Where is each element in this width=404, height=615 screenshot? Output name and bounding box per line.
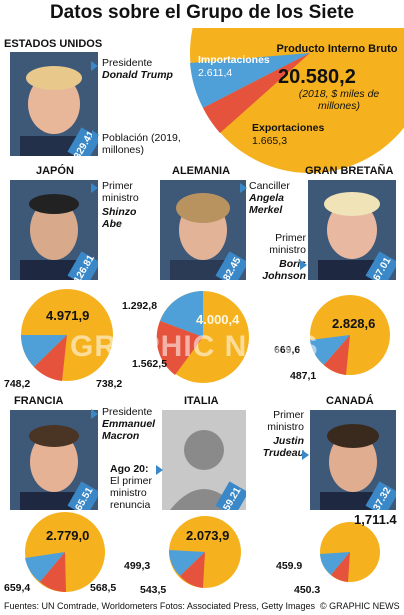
page-title: Datos sobre el Grupo de los Siete (49, 2, 355, 23)
italy-note: El primer ministro renuncia (110, 475, 153, 511)
photo-merkel: 82.45 (160, 180, 246, 280)
photo-trudeau: 37.32 (310, 410, 396, 510)
row2-pies (21, 289, 390, 383)
photo-macron: 65.51 (10, 410, 98, 510)
country-italy: ITALIA (184, 395, 219, 407)
pointer-icon (300, 260, 307, 270)
row3-pies (25, 512, 380, 592)
gdp-label: Producto Interno Bruto (276, 43, 398, 55)
country-usa: ESTADOS UNIDOS (4, 38, 103, 50)
france-exports: 568,5 (90, 582, 117, 594)
germany-role: Canciller (249, 180, 290, 192)
country-france: FRANCIA (14, 395, 64, 407)
pointer-icon (91, 183, 98, 193)
pointer-icon (92, 130, 99, 140)
germany-imports: 1.292,8 (122, 300, 158, 312)
country-japan: JAPÓN (36, 165, 74, 177)
france-imports: 659,4 (4, 582, 31, 594)
canada-leader: Justin Trudeau (262, 435, 304, 459)
credit: © GRAPHIC NEWS (320, 601, 400, 611)
pointer-icon (91, 61, 98, 71)
germany-exports: 1.562,5 (132, 358, 168, 370)
japan-exports: 738,2 (96, 378, 123, 390)
photo-abe: 126.81 (10, 180, 98, 280)
canada-pie (320, 522, 380, 582)
pointer-icon (302, 450, 309, 460)
france-pie (25, 512, 105, 592)
usa-role: Presidente (102, 57, 153, 69)
country-germany: ALEMANIA (172, 165, 231, 177)
france-role: Presidente (102, 406, 153, 418)
uk-leader: Boris Johnson (262, 258, 306, 282)
watermark: GRAPHIC NEWS (70, 330, 319, 363)
italy-imports: 499,3 (124, 560, 151, 572)
country-canada: CANADÁ (326, 395, 374, 407)
japan-gdp: 4.971,9 (46, 308, 90, 323)
germany-pie (156, 291, 249, 383)
imports-label: Importaciones (198, 54, 270, 66)
gdp-note: (2018, $ miles de millones) (298, 88, 380, 112)
italy-gdp: 2.073,9 (186, 528, 230, 543)
pointer-icon (91, 409, 98, 419)
imports-slice (190, 53, 310, 108)
canada-imports: 459.9 (276, 560, 303, 572)
photo-johnson: 67.01 (308, 180, 396, 280)
imports-value: 2.611,4 (198, 67, 233, 79)
usa-pie-chart (190, 28, 404, 173)
france-leader: Emmanuel Macron (102, 418, 156, 442)
italy-exports: 543,5 (140, 584, 167, 596)
germany-gdp: 4.000,4 (196, 312, 240, 327)
photo-placeholder: 59.21 (162, 410, 246, 510)
uk-exports: 487,1 (290, 370, 317, 382)
gdp-value: 20.580,2 (278, 66, 356, 88)
japan-imports: 748,2 (4, 378, 31, 390)
exports-slice (203, 53, 310, 133)
sources-footer: Fuentes: UN Comtrade, Worldometers Fotos… (4, 601, 315, 611)
germany-leader: Angela Merkel (249, 192, 285, 216)
uk-role: Primer ministro (269, 232, 306, 256)
photo-trump: 329.41 (10, 52, 98, 156)
pointer-icon (156, 465, 163, 475)
uk-gdp: 2.828,6 (332, 316, 376, 331)
canada-gdp: 1,711.4 (354, 512, 397, 527)
uk-imports: 669,6 (274, 344, 301, 356)
france-gdp: 2.779,0 (46, 528, 90, 543)
exports-value: 1.665,3 (252, 135, 288, 147)
canada-exports: 450.3 (294, 584, 321, 596)
uk-pie (310, 295, 390, 375)
japan-role: Primer ministro (102, 180, 139, 204)
usa-leader: Donald Trump (102, 69, 173, 81)
country-uk: GRAN BRETAÑA (305, 165, 394, 177)
pointer-icon (240, 183, 247, 193)
japan-leader: Shinzo Abe (102, 206, 137, 230)
japan-pie (21, 289, 113, 381)
population-note: Población (2019, millones) (102, 132, 181, 156)
italy-note-date: Ago 20: (110, 463, 149, 475)
exports-label: Exportaciones (252, 122, 325, 134)
italy-pie (168, 516, 241, 588)
canada-role: Primer ministro (267, 409, 304, 433)
